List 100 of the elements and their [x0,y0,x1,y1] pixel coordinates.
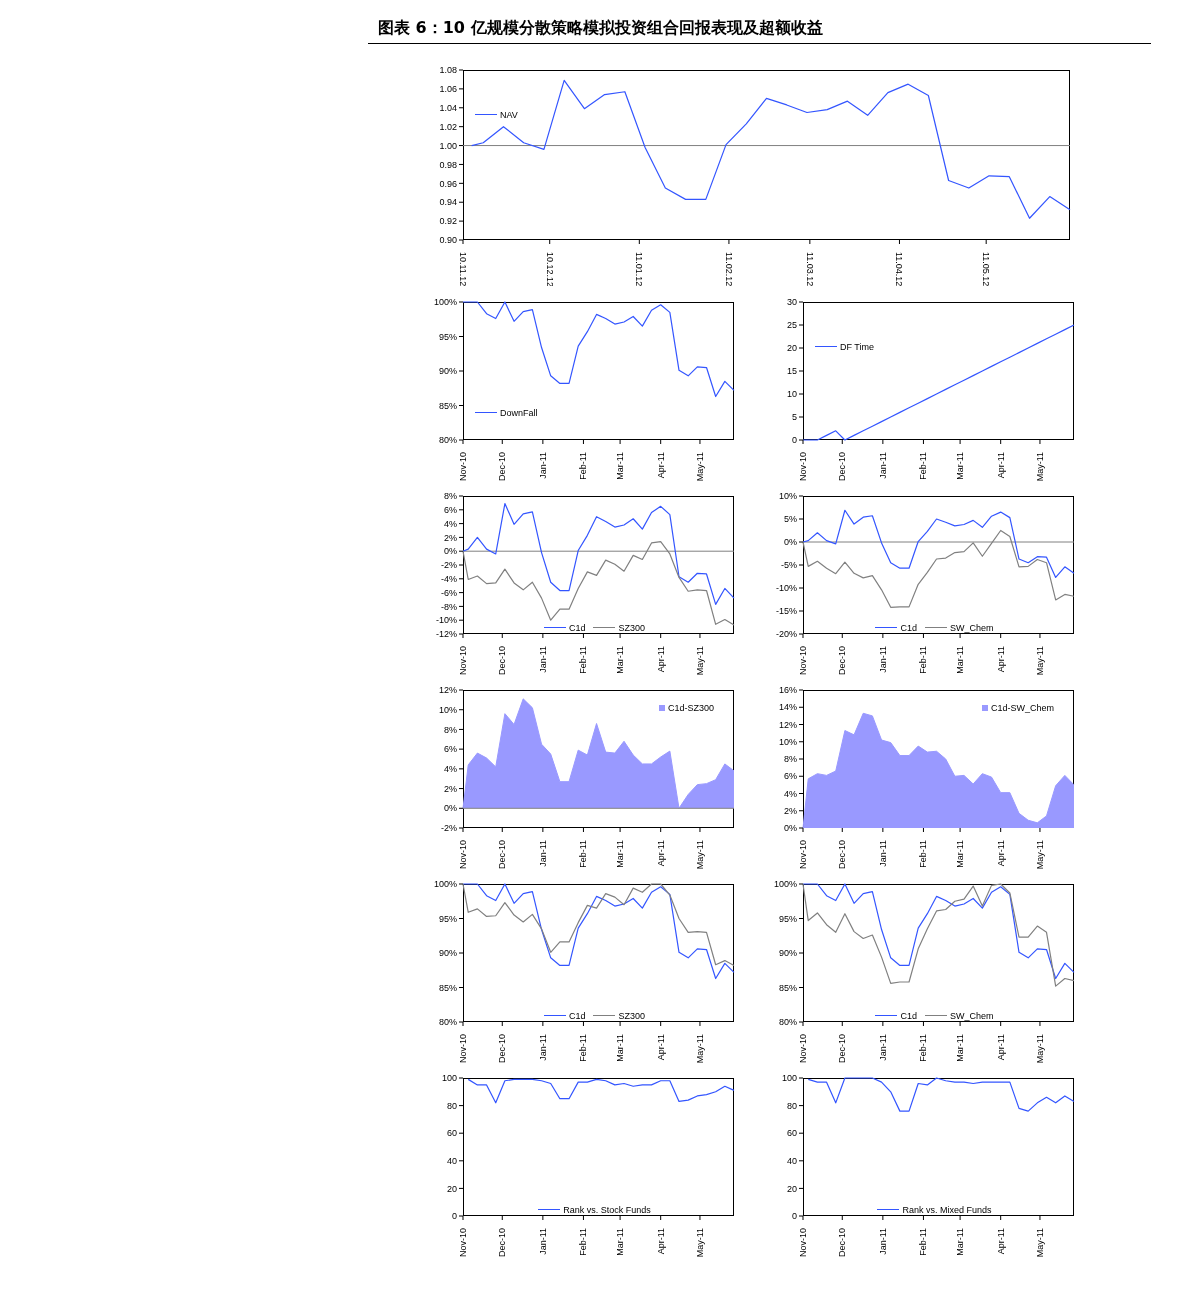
y-tick-label: -10% [775,583,797,594]
x-tick-label: Jan-11 [877,1228,888,1255]
x-tick-label: Mar-11 [955,452,966,480]
y-tick-label: 30 [786,297,797,308]
x-tick-label: Feb-11 [578,1228,589,1256]
y-tick-label: 80 [786,1100,797,1111]
x-tick-label: Jan-11 [877,452,888,479]
y-tick-label: 10% [438,704,457,715]
x-tick-label: Nov-10 [458,1034,468,1064]
y-tick-label: 100% [433,297,457,308]
x-tick-label: Jan-11 [537,452,548,479]
y-tick-label: 95% [438,913,457,924]
y-tick-label: 80 [446,1100,457,1111]
x-tick-label: Apr-11 [655,1034,666,1061]
x-tick-label: 11.02.12 [723,252,734,287]
x-tick-label: Apr-11 [995,840,1006,867]
x-tick-label: Jan-11 [537,1034,548,1061]
y-tick-label: 5% [783,514,797,525]
y-tick-label: 0% [783,537,797,548]
y-tick-label: 10% [778,736,797,747]
x-tick-label: Apr-11 [995,1034,1006,1061]
y-tick-label: 1.02 [439,121,457,132]
x-tick-label: May-11 [1034,1228,1045,1258]
x-tick-label: May-11 [694,452,705,482]
y-tick-label: 0.98 [439,159,457,170]
y-tick-label: 6% [783,771,797,782]
x-tick-label: Mar-11 [955,646,966,674]
y-tick-label: 20 [786,343,797,354]
legend-label: DownFall [500,406,538,419]
y-tick-label: -6% [440,587,457,598]
y-tick-label: 80% [778,1017,797,1028]
x-tick-label: May-11 [694,1228,705,1258]
y-tick-label: 0% [783,823,797,834]
y-tick-label: 4% [443,764,457,775]
y-tick-label: -2% [440,560,457,571]
x-tick-label: Nov-10 [458,452,468,482]
x-tick-label: May-11 [1034,840,1045,870]
y-tick-label: 2% [783,805,797,816]
x-tick-label: Apr-11 [655,452,666,479]
legend-label: Rank vs. Mixed Funds [902,1203,992,1216]
y-tick-label: -8% [440,601,457,612]
x-tick-label: Mar-11 [615,840,626,868]
x-tick-label: Nov-10 [458,1228,468,1258]
y-tick-label: 25 [786,320,797,331]
y-tick-label: 10% [778,491,797,502]
x-tick-label: May-11 [694,840,705,870]
x-tick-label: Mar-11 [615,1034,626,1062]
x-tick-label: Mar-11 [955,1034,966,1062]
x-tick-label: Mar-11 [955,840,966,868]
legend-label: SW_Chem [950,621,994,634]
x-tick-label: 11.04.12 [894,252,905,287]
x-tick-label: Jan-11 [877,646,888,673]
y-tick-label: 80% [438,435,457,446]
x-tick-label: Apr-11 [655,646,666,673]
x-tick-label: Nov-10 [798,1228,808,1258]
y-tick-label: 95% [778,913,797,924]
y-tick-label: 5 [791,412,797,423]
legend-label: C1d [900,621,917,634]
legend-label: SZ300 [618,1009,646,1022]
y-tick-label: 10 [786,389,797,400]
x-tick-label: Mar-11 [615,1228,626,1256]
y-tick-label: 12% [438,685,457,696]
x-tick-label: 11.03.12 [804,252,815,287]
y-tick-label: -5% [780,560,797,571]
y-tick-label: 2% [443,783,457,794]
legend-label: C1d [568,621,586,634]
y-tick-label: 85% [438,400,457,411]
x-tick-label: 11.01.12 [634,252,645,287]
legend-label: SW_Chem [950,1009,994,1022]
y-tick-label: -2% [440,823,457,834]
x-tick-label: Dec-10 [837,1034,848,1064]
x-tick-label: Dec-10 [497,646,508,676]
x-tick-label: May-11 [1034,646,1045,676]
y-tick-label: 0.92 [439,216,457,227]
y-tick-label: -10% [435,615,457,626]
y-tick-label: 6% [443,744,457,755]
x-tick-label: Dec-10 [837,452,848,482]
x-tick-label: May-11 [1034,1034,1045,1064]
y-tick-label: 4% [783,788,797,799]
x-tick-label: Nov-10 [798,452,808,482]
y-tick-label: 0 [791,1211,797,1222]
x-tick-label: Jan-11 [537,840,548,867]
y-tick-label: 14% [778,702,797,713]
y-tick-label: 20 [446,1183,457,1194]
y-tick-label: 20 [786,1183,797,1194]
y-tick-label: 8% [443,724,457,735]
x-tick-label: Mar-11 [955,1228,966,1256]
x-tick-label: Nov-10 [458,646,468,676]
y-tick-label: -15% [775,606,797,617]
legend-label: C1d [568,1009,586,1022]
x-tick-label: Jan-11 [877,840,888,867]
x-tick-label: May-11 [1034,452,1045,482]
legend-label: C1d-SZ300 [667,702,714,714]
x-tick-label: Apr-11 [655,1228,666,1255]
legend-label: SZ300 [618,621,646,634]
legend-label: C1d [900,1009,917,1022]
chart-title: 图表 6：10 亿规模分散策略模拟投资组合回报表现及超额收益 [368,18,1151,44]
x-tick-label: Apr-11 [995,452,1006,479]
y-tick-label: 90% [778,948,797,959]
y-tick-label: 0% [443,803,457,814]
